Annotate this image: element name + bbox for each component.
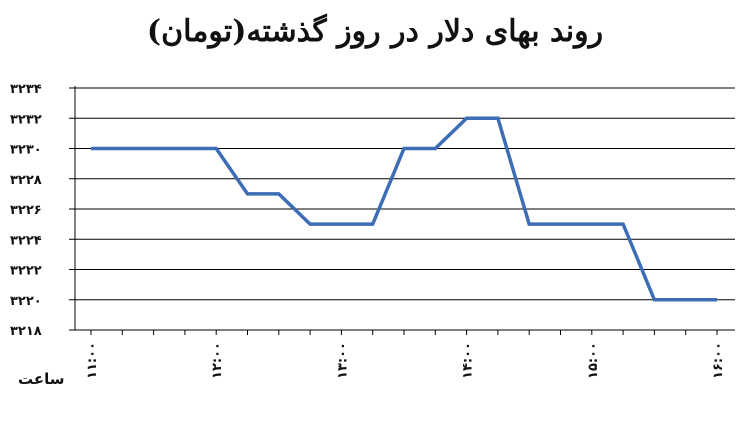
series-line-0 — [91, 116, 717, 302]
axis-layer: ۳۲۱۸ ۳۲۲۰ ۳۲۲۲ ۳۲۲۴ ۳۲۲۶ ۳۲۲۸ ۳۲۳۰ ۳۲۳۲ ۳۲۳۴ ۱۱:۰… — [10, 82, 735, 379]
x-tick-label: ۱۴:۰۰ — [461, 342, 476, 379]
x-tick-label: ۱۳:۰۰ — [335, 342, 350, 379]
series-layer — [91, 116, 717, 302]
x-axis-title: ساعت — [18, 370, 65, 388]
y-tick-label: ۳۲۲۸ — [10, 173, 42, 188]
x-tick-label: ۱۵:۰۰ — [586, 342, 601, 379]
y-tick-label: ۳۲۱۸ — [10, 324, 42, 339]
y-tick-label: ۳۲۳۴ — [10, 82, 42, 97]
x-tick-label: ۱۲:۰۰ — [210, 342, 225, 379]
y-tick-label: ۳۲۳۲ — [10, 112, 42, 127]
y-tick-label: ۳۲۳۰ — [10, 143, 42, 158]
y-tick-label: ۳۲۲۴ — [10, 233, 42, 248]
grid-layer — [75, 87, 735, 301]
y-tick-label: ۳۲۲۰ — [10, 294, 42, 309]
y-tick-label: ۳۲۲۲ — [10, 264, 42, 279]
chart-title: روند بهای دلار در روز گذشته(تومان) — [146, 14, 604, 49]
y-tick-label: ۳۲۲۶ — [10, 203, 42, 218]
x-tick-label: ۱۱:۰۰ — [85, 342, 100, 379]
x-tick-label: ۱۶:۰۰ — [711, 342, 726, 379]
